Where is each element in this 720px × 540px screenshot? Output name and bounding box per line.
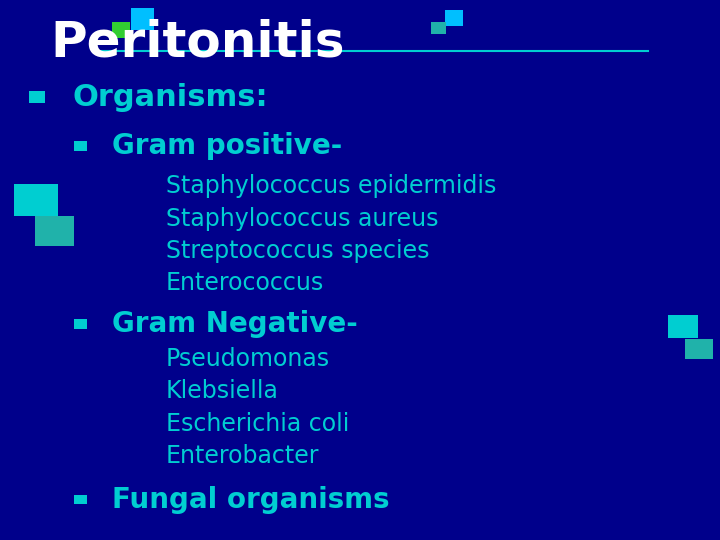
Bar (131, 8, 154, 30)
Bar (74, 141, 87, 151)
Bar (685, 339, 713, 359)
Text: Gram positive-: Gram positive- (112, 132, 342, 160)
Text: Gram Negative-: Gram Negative- (112, 310, 357, 338)
Bar (431, 22, 446, 34)
Bar (14, 184, 58, 216)
Bar (74, 495, 87, 504)
Text: Organisms:: Organisms: (72, 83, 268, 112)
Text: Staphylococcus aureus: Staphylococcus aureus (166, 207, 438, 231)
Text: Peritonitis: Peritonitis (50, 19, 345, 67)
Text: Escherichia coli: Escherichia coli (166, 412, 349, 436)
Text: Streptococcus species: Streptococcus species (166, 239, 429, 263)
Text: Fungal organisms: Fungal organisms (112, 485, 390, 514)
Bar (35, 216, 74, 246)
Bar (29, 91, 45, 103)
Text: Enterococcus: Enterococcus (166, 272, 324, 295)
Text: Klebsiella: Klebsiella (166, 380, 279, 403)
Text: Pseudomonas: Pseudomonas (166, 347, 330, 371)
Bar (74, 319, 87, 329)
Text: Enterobacter: Enterobacter (166, 444, 319, 468)
Bar (445, 10, 463, 26)
Text: Staphylococcus epidermidis: Staphylococcus epidermidis (166, 174, 496, 198)
Bar (668, 315, 698, 338)
Bar (112, 22, 130, 38)
